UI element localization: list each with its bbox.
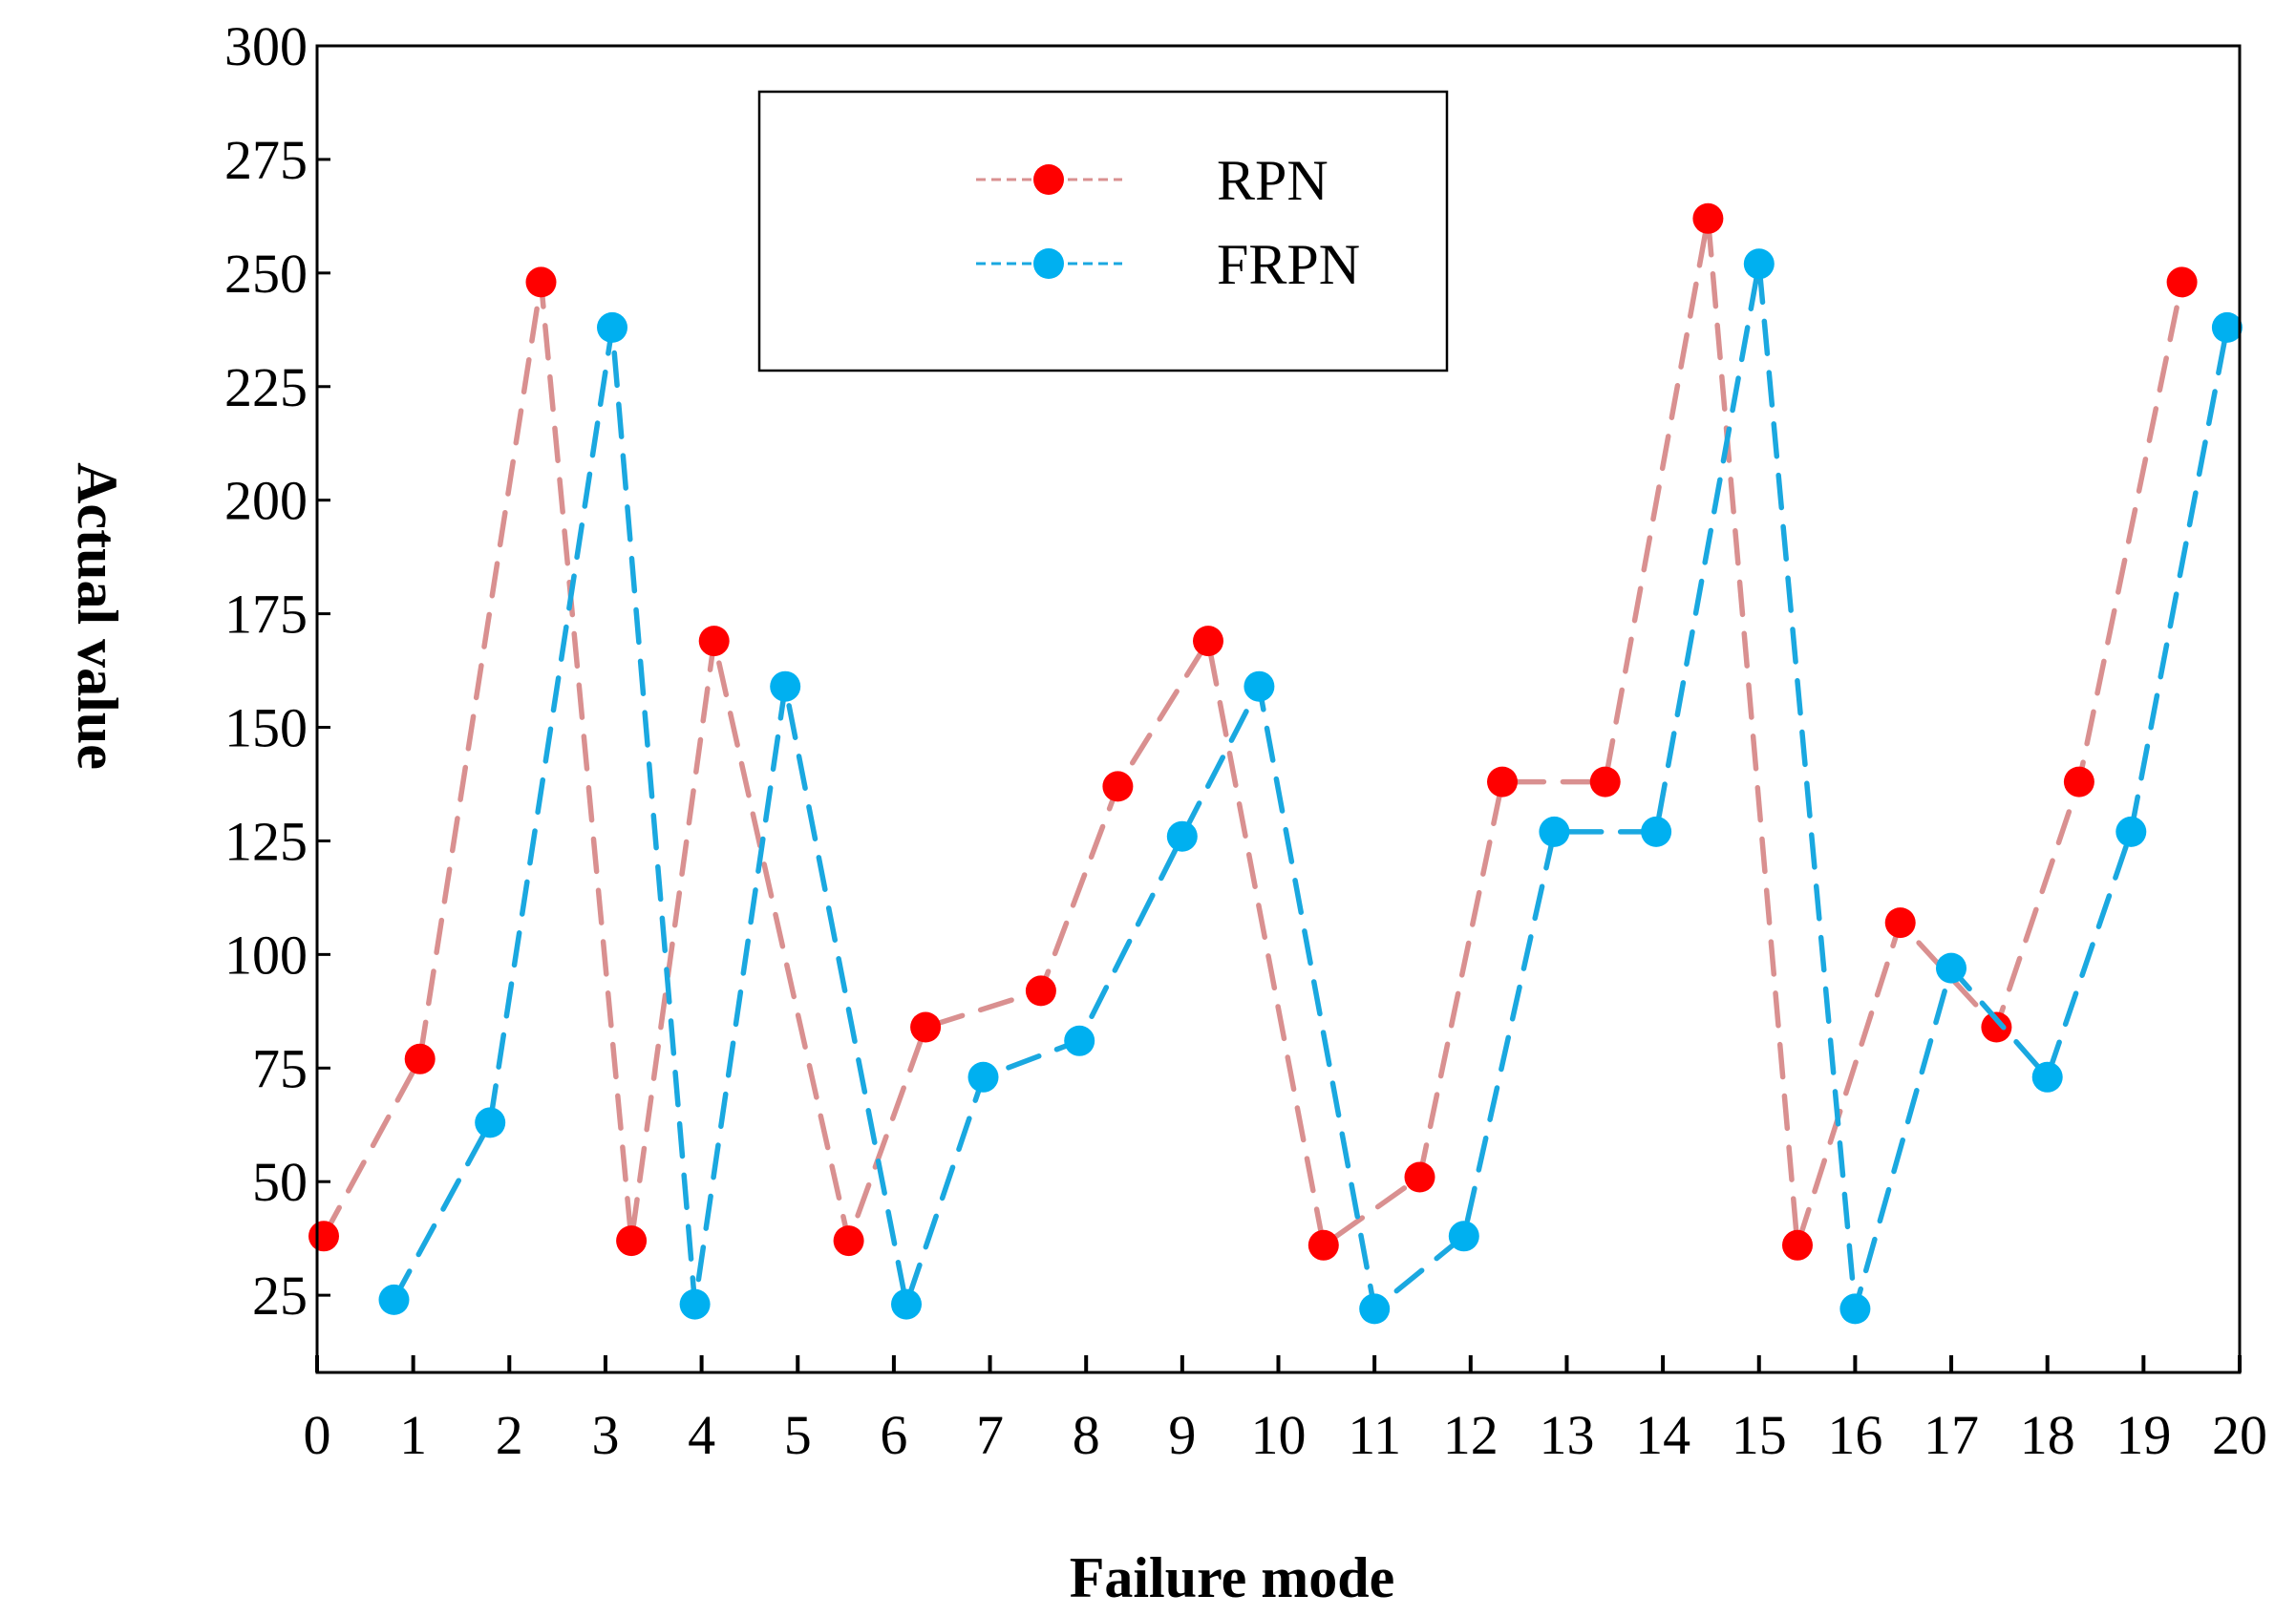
data-point-rpn	[1692, 202, 1724, 234]
x-tick-label: 17	[1924, 1404, 1979, 1466]
x-tick-label: 20	[2212, 1404, 2267, 1466]
x-tick-label: 2	[496, 1404, 523, 1466]
data-point-rpn	[698, 626, 730, 657]
data-point-rpn	[1981, 1011, 2012, 1043]
data-point-frpn	[1936, 952, 1966, 984]
x-tick-label: 3	[591, 1404, 619, 1466]
x-tick-label: 8	[1073, 1404, 1100, 1466]
data-point-rpn	[404, 1043, 436, 1074]
data-point-rpn	[1589, 766, 1621, 797]
series-rpn	[308, 202, 2198, 1261]
x-tick-label: 12	[1443, 1404, 1499, 1466]
data-point-frpn	[597, 311, 627, 343]
data-point-rpn	[616, 1225, 648, 1257]
y-axis-title: Actual value	[66, 462, 129, 770]
legend-frpn-marker	[1033, 248, 1064, 279]
data-point-frpn	[1166, 820, 1198, 852]
data-point-frpn	[770, 670, 801, 702]
x-tick-label: 0	[304, 1404, 331, 1466]
x-tick-label: 5	[784, 1404, 812, 1466]
y-tick-label: 25	[252, 1265, 308, 1327]
data-point-frpn	[2031, 1061, 2063, 1093]
x-tick-label: 4	[688, 1404, 715, 1466]
x-tick-label: 14	[1635, 1404, 1690, 1466]
data-point-frpn	[1064, 1025, 1095, 1056]
y-tick-label: 125	[224, 810, 308, 872]
series-layer	[308, 202, 2243, 1325]
data-point-rpn	[1487, 766, 1518, 797]
y-tick-label: 225	[224, 356, 308, 418]
series-line-rpn	[321, 216, 2185, 1248]
series-line-frpn	[391, 261, 2230, 1312]
y-tick-label: 75	[252, 1037, 308, 1099]
legend-rpn-marker	[1033, 164, 1064, 195]
legend: RPN FRPN	[757, 90, 1449, 372]
data-point-frpn	[1539, 816, 1570, 847]
data-point-rpn	[308, 1221, 339, 1252]
data-point-rpn	[525, 266, 557, 298]
x-tick-label: 6	[880, 1404, 907, 1466]
y-tick-label: 250	[224, 243, 308, 305]
legend-box	[757, 90, 1449, 372]
data-point-rpn	[1025, 975, 1056, 1007]
data-point-rpn	[1102, 771, 1134, 802]
x-tick-label: 10	[1251, 1404, 1307, 1466]
data-point-frpn	[1448, 1221, 1479, 1252]
x-axis-title: Failure mode	[1070, 1546, 1395, 1609]
data-point-frpn	[967, 1061, 999, 1093]
data-point-frpn	[679, 1288, 711, 1320]
legend-frpn-label: FRPN	[1217, 233, 1360, 296]
x-tick-label: 13	[1539, 1404, 1594, 1466]
legend-rpn-label: RPN	[1217, 149, 1329, 212]
data-point-rpn	[2063, 766, 2094, 797]
data-point-frpn	[1743, 248, 1775, 280]
data-point-frpn	[1839, 1293, 1871, 1325]
data-point-frpn	[378, 1284, 410, 1315]
y-tick-label: 200	[224, 470, 308, 532]
data-point-rpn	[1782, 1229, 1813, 1261]
x-tick-label: 9	[1168, 1404, 1196, 1466]
series-frpn	[378, 248, 2243, 1325]
data-point-rpn	[833, 1225, 864, 1257]
y-tick-label: 275	[224, 129, 308, 191]
data-point-frpn	[1359, 1293, 1391, 1325]
data-point-rpn	[910, 1011, 942, 1043]
data-point-rpn	[2166, 266, 2198, 298]
x-tick-label: 15	[1732, 1404, 1787, 1466]
data-point-frpn	[2211, 311, 2243, 343]
x-tick-label: 1	[399, 1404, 427, 1466]
data-point-frpn	[2115, 816, 2147, 847]
data-point-frpn	[1641, 816, 1672, 847]
y-tick-label: 150	[224, 697, 308, 759]
data-point-rpn	[1307, 1229, 1339, 1261]
y-tick-label: 50	[252, 1151, 308, 1213]
data-point-rpn	[1404, 1161, 1435, 1193]
x-tick-label: 7	[976, 1404, 1004, 1466]
y-tick-label: 300	[224, 15, 308, 77]
y-tick-label: 100	[224, 924, 308, 986]
data-point-rpn	[1193, 626, 1223, 657]
x-tick-label: 11	[1348, 1404, 1401, 1466]
x-tick-label: 18	[2020, 1404, 2075, 1466]
data-point-frpn	[1244, 670, 1275, 702]
x-tick-label: 16	[1827, 1404, 1882, 1466]
x-tick-label: 19	[2115, 1404, 2171, 1466]
data-point-rpn	[1884, 907, 1916, 939]
data-point-frpn	[475, 1107, 506, 1138]
data-point-frpn	[891, 1288, 922, 1320]
y-tick-label: 175	[224, 584, 308, 646]
